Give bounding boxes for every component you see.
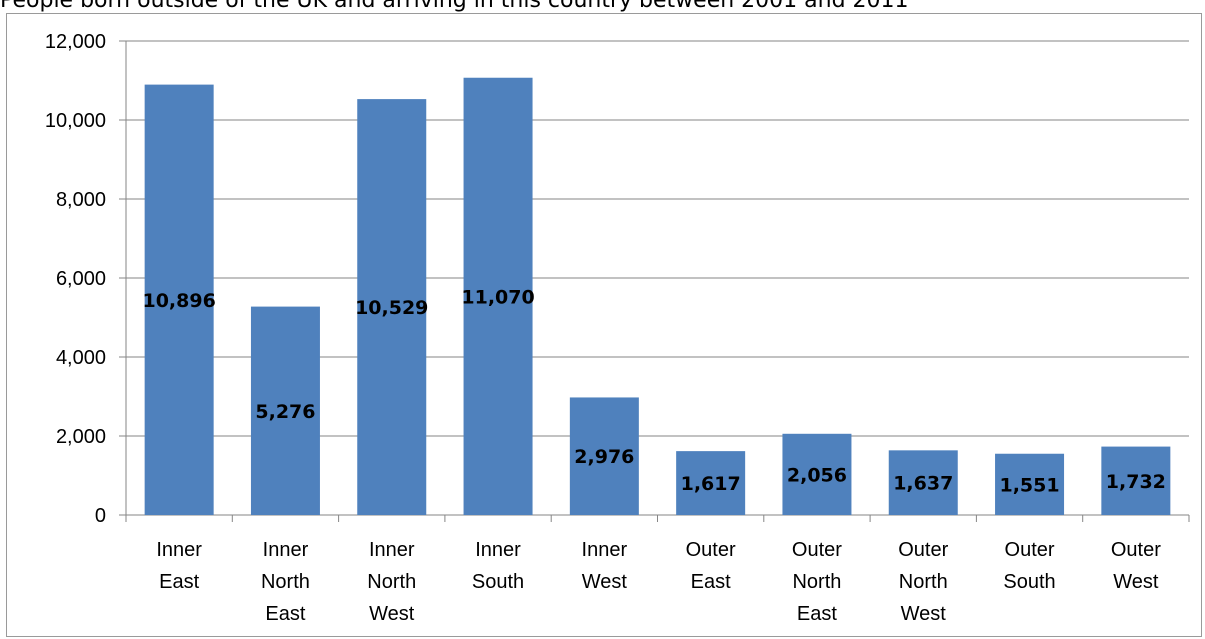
- data-label: 1,637: [893, 473, 953, 495]
- bar: [676, 451, 746, 515]
- category-label: Outer South: [1003, 539, 1055, 593]
- category-label: Inner West: [582, 539, 628, 593]
- y-tick-label: 8,000: [56, 189, 106, 211]
- category-label-line: Inner: [582, 539, 628, 561]
- y-tick-label: 10,000: [45, 110, 106, 132]
- bar: [569, 397, 639, 515]
- category-label-line: Outer: [792, 539, 842, 561]
- category-label-line: South: [1003, 571, 1055, 593]
- data-label: 10,529: [355, 297, 428, 319]
- data-label: 1,551: [999, 474, 1059, 496]
- category-label-line: North: [367, 571, 416, 593]
- bar: [995, 453, 1065, 515]
- data-label: 1,617: [681, 473, 741, 495]
- category-label-line: North: [261, 571, 310, 593]
- y-tick-label: 4,000: [56, 347, 106, 369]
- category-label-line: North: [792, 571, 841, 593]
- category-label-line: East: [691, 571, 731, 593]
- category-label-line: East: [159, 571, 199, 593]
- chart-title: People born outside of the UK and arrivi…: [0, 0, 909, 13]
- y-tick-label: 0: [95, 505, 106, 527]
- category-label: Outer West: [1111, 539, 1161, 593]
- category-label-line: Inner: [475, 539, 521, 561]
- category-label-line: Outer: [898, 539, 948, 561]
- category-label-line: Outer: [686, 539, 736, 561]
- category-label-line: Inner: [369, 539, 415, 561]
- category-label-line: West: [901, 603, 947, 625]
- category-label-line: Outer: [1005, 539, 1055, 561]
- bar: [144, 84, 214, 515]
- data-label: 1,732: [1106, 471, 1166, 493]
- category-label-line: Inner: [156, 539, 202, 561]
- category-label: Outer East: [686, 539, 736, 593]
- category-label: Outer North West: [898, 539, 948, 625]
- category-label-line: West: [369, 603, 415, 625]
- bar: [463, 77, 533, 516]
- data-label: 5,276: [255, 401, 315, 423]
- category-label-line: North: [899, 571, 948, 593]
- category-label: Inner North West: [367, 539, 416, 625]
- category-label: Outer North East: [792, 539, 842, 625]
- category-label-line: West: [582, 571, 628, 593]
- y-tick-label: 6,000: [56, 268, 106, 290]
- data-label: 2,056: [787, 464, 847, 486]
- category-label: Inner South: [472, 539, 524, 593]
- bar: [357, 99, 427, 516]
- category-label-line: East: [265, 603, 305, 625]
- y-tick-label: 2,000: [56, 426, 106, 448]
- bar: [888, 450, 958, 515]
- data-label: 10,896: [142, 290, 215, 312]
- category-label-line: West: [1113, 571, 1159, 593]
- y-tick-label: 12,000: [45, 31, 106, 53]
- category-label-line: South: [472, 571, 524, 593]
- data-label: 2,976: [574, 446, 634, 468]
- bar: [1101, 446, 1171, 515]
- category-label: Inner East: [156, 539, 202, 593]
- data-label: 11,070: [461, 286, 534, 308]
- category-label-line: Outer: [1111, 539, 1161, 561]
- category-label-line: East: [797, 603, 837, 625]
- category-label-line: Inner: [263, 539, 309, 561]
- bar: [782, 433, 852, 515]
- bar: [250, 306, 320, 515]
- category-label: Inner North East: [261, 539, 310, 625]
